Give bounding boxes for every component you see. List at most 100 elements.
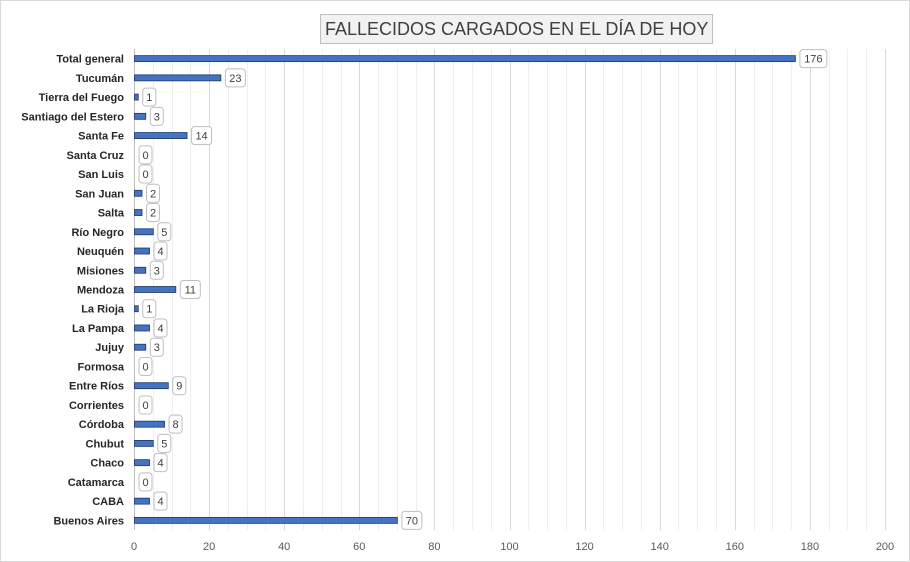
bar bbox=[134, 247, 150, 255]
category-labels: Total general Tucumán Tierra del Fuego Sant… bbox=[21, 54, 125, 528]
category-label: La Pampa bbox=[72, 323, 125, 335]
data-label: 3 bbox=[154, 342, 160, 354]
category-label: Santa Fe bbox=[78, 131, 124, 143]
bar bbox=[134, 112, 147, 120]
data-label-box bbox=[172, 376, 187, 396]
bar bbox=[134, 228, 154, 236]
data-label-box bbox=[138, 395, 153, 415]
bar bbox=[134, 74, 222, 82]
data-label: 70 bbox=[406, 515, 418, 527]
data-label-box bbox=[157, 433, 172, 453]
data-label: 0 bbox=[142, 150, 148, 162]
category-label: San Juan bbox=[75, 188, 124, 200]
bar bbox=[134, 266, 147, 274]
data-label-box bbox=[138, 164, 153, 184]
data-label-box bbox=[149, 260, 164, 280]
data-label-box bbox=[149, 106, 164, 126]
category-label: La Rioja bbox=[81, 304, 125, 316]
data-label: 14 bbox=[195, 131, 207, 143]
category-label: Santiago del Estero bbox=[21, 111, 124, 123]
data-label-box bbox=[138, 356, 153, 376]
bar bbox=[134, 305, 139, 313]
category-label: Córdoba bbox=[79, 419, 125, 431]
data-label: 4 bbox=[157, 246, 163, 258]
category-label: Corrientes bbox=[69, 400, 124, 412]
x-tick-label: 80 bbox=[428, 541, 440, 553]
data-label-box bbox=[153, 491, 168, 511]
x-tick-label: 60 bbox=[353, 541, 365, 553]
category-label: Buenos Aires bbox=[53, 515, 124, 527]
data-label: 3 bbox=[154, 265, 160, 277]
data-label: 9 bbox=[176, 381, 182, 393]
data-label: 0 bbox=[142, 169, 148, 181]
category-label: Santa Cruz bbox=[67, 150, 125, 162]
bar bbox=[134, 459, 150, 467]
category-label: Salta bbox=[98, 208, 125, 220]
bar bbox=[134, 55, 796, 63]
data-label: 176 bbox=[804, 54, 822, 66]
category-label: Total general bbox=[56, 54, 124, 66]
data-label-box bbox=[149, 337, 164, 357]
data-label-box bbox=[153, 453, 168, 473]
data-label: 1 bbox=[146, 304, 152, 316]
data-label: 5 bbox=[161, 438, 167, 450]
bar bbox=[134, 343, 147, 351]
x-tick-label: 140 bbox=[651, 541, 669, 553]
category-label: Jujuy bbox=[95, 342, 125, 354]
gridlines bbox=[134, 49, 886, 530]
data-label: 8 bbox=[172, 419, 178, 431]
data-label-box bbox=[142, 87, 157, 107]
category-label: Chubut bbox=[86, 438, 125, 450]
data-label: 11 bbox=[185, 285, 196, 297]
bar bbox=[134, 189, 143, 197]
data-label-box bbox=[191, 126, 213, 146]
x-tick-label: 20 bbox=[203, 541, 215, 553]
category-label: Mendoza bbox=[77, 285, 125, 297]
data-label: 4 bbox=[157, 323, 163, 335]
bar bbox=[134, 209, 143, 216]
data-label: 4 bbox=[157, 496, 163, 508]
bars bbox=[134, 55, 796, 524]
category-label: Tierra del Fuego bbox=[39, 92, 125, 104]
data-label-box bbox=[138, 145, 153, 165]
category-label: Entre Ríos bbox=[69, 381, 124, 393]
data-label-box bbox=[157, 222, 172, 242]
bar bbox=[134, 440, 154, 447]
category-label: Formosa bbox=[78, 361, 125, 373]
data-label-box bbox=[153, 241, 168, 261]
bar bbox=[134, 93, 139, 101]
data-label-box bbox=[146, 203, 161, 223]
x-tick-label: 120 bbox=[575, 541, 593, 553]
data-label: 0 bbox=[142, 361, 148, 373]
x-tick-label: 100 bbox=[500, 541, 518, 553]
data-label-box bbox=[168, 414, 183, 434]
data-label-box bbox=[142, 299, 157, 319]
bar bbox=[134, 324, 150, 332]
data-label-box bbox=[179, 280, 201, 299]
x-tick-label: 160 bbox=[726, 541, 744, 553]
x-tick-label: 180 bbox=[801, 541, 819, 553]
data-label: 0 bbox=[142, 400, 148, 412]
x-tick-label: 200 bbox=[876, 541, 894, 553]
x-tick-label: 40 bbox=[278, 541, 290, 553]
category-label: Misiones bbox=[77, 265, 124, 277]
data-label: 1 bbox=[146, 92, 152, 104]
x-tick-label: 0 bbox=[131, 541, 137, 553]
bar bbox=[134, 286, 177, 293]
category-label: Río Negro bbox=[71, 227, 124, 239]
data-label: 3 bbox=[154, 111, 160, 123]
bar bbox=[134, 420, 165, 428]
data-label-box bbox=[146, 183, 161, 203]
data-label: 4 bbox=[157, 458, 163, 470]
data-label: 2 bbox=[150, 208, 156, 220]
category-label: Neuquén bbox=[77, 246, 124, 258]
x-tick-labels: 0 20 40 60 80 100 120 140 160 180 200 bbox=[131, 541, 894, 553]
data-label-box bbox=[153, 318, 168, 338]
category-label: Catamarca bbox=[68, 477, 125, 489]
data-label: 5 bbox=[161, 227, 167, 239]
data-label-box bbox=[138, 472, 153, 492]
chart-title: FALLECIDOS CARGADOS EN EL DÍA DE HOY bbox=[320, 14, 714, 44]
bar bbox=[134, 497, 150, 505]
